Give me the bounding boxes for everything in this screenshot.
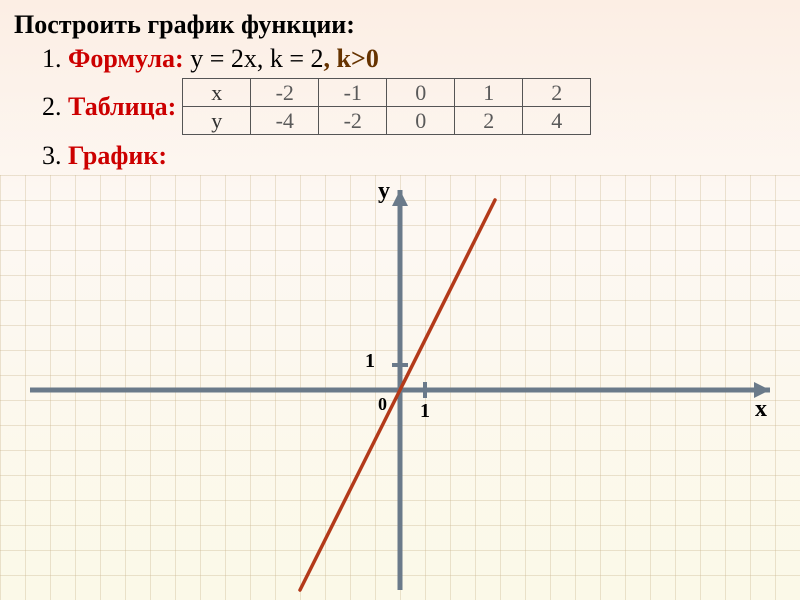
td: -2	[319, 107, 387, 135]
td: 0	[387, 107, 455, 135]
table-row: y -4 -2 0 2 4	[183, 107, 591, 135]
step2-num: 2.	[42, 92, 62, 121]
step-graph: 3. График:	[14, 141, 786, 171]
td: 2	[523, 79, 591, 107]
step3-num: 3.	[42, 141, 62, 170]
values-table: x -2 -1 0 1 2 y -4 -2 0 2 4	[182, 78, 591, 135]
td: 4	[523, 107, 591, 135]
y-axis-label: y	[378, 178, 390, 205]
th-y: y	[183, 107, 251, 135]
page-title: Построить график функции:	[14, 10, 786, 40]
step1-condition: , k>0	[324, 44, 379, 73]
step1-num: 1.	[42, 44, 62, 73]
td: -1	[319, 79, 387, 107]
td: 1	[455, 79, 523, 107]
step1-label: Формула:	[68, 44, 184, 73]
unit-one-x-label: 1	[420, 400, 430, 423]
x-axis-label: x	[755, 396, 767, 423]
function-chart	[0, 175, 800, 600]
step1-text: y = 2x, k = 2	[184, 44, 324, 73]
step2-label: Таблица:	[68, 92, 176, 121]
table-row: x -2 -1 0 1 2	[183, 79, 591, 107]
th-x: x	[183, 79, 251, 107]
step-table: 2. Таблица: x -2 -1 0 1 2 y -4 -2 0 2 4	[14, 78, 786, 135]
td: 2	[455, 107, 523, 135]
unit-one-y-label: 1	[365, 350, 375, 373]
td: 0	[387, 79, 455, 107]
origin-label: 0	[378, 394, 387, 415]
td: -4	[251, 107, 319, 135]
step3-label: График:	[62, 141, 167, 170]
td: -2	[251, 79, 319, 107]
step-formula: 1. Формула: y = 2x, k = 2, k>0	[14, 44, 786, 74]
